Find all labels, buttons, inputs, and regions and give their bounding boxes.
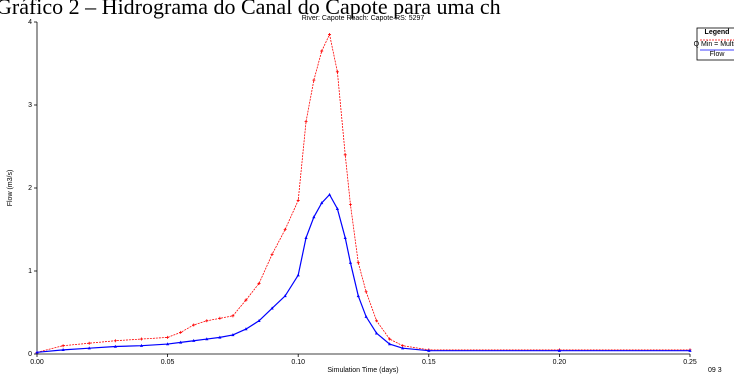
y-tick-label: 2 xyxy=(28,185,32,192)
point xyxy=(283,294,287,298)
y-tick-label: 0 xyxy=(28,351,32,358)
point xyxy=(320,201,324,205)
point xyxy=(343,153,347,157)
point xyxy=(388,342,392,346)
point xyxy=(257,281,261,285)
point xyxy=(244,298,248,302)
x-tick-label: 0.20 xyxy=(553,359,567,366)
point xyxy=(192,323,196,327)
point xyxy=(270,252,274,256)
point xyxy=(87,346,91,350)
y-axis-label: Flow (m3/s) xyxy=(7,170,14,207)
point xyxy=(113,339,117,343)
point xyxy=(348,203,352,207)
point xyxy=(296,273,300,277)
x-tick-label: 0.10 xyxy=(291,359,305,366)
point xyxy=(356,261,360,265)
point xyxy=(348,260,353,264)
legend-box xyxy=(696,27,734,61)
point xyxy=(328,32,332,36)
point xyxy=(304,120,308,124)
point xyxy=(87,341,91,345)
point xyxy=(335,206,339,210)
y-tick-label: 4 xyxy=(28,19,32,26)
corner-text: 09 3 xyxy=(708,367,722,374)
point xyxy=(231,314,235,318)
point xyxy=(374,331,379,335)
point xyxy=(320,49,324,53)
chart-subtitle: River: Capote Reach: Capote RS: 5297 xyxy=(302,15,425,22)
chart-title: Gráfico 2 – Hidrograma do Canal do Capot… xyxy=(0,0,501,19)
point xyxy=(218,316,222,320)
y-tick-label: 3 xyxy=(28,102,32,109)
point xyxy=(166,335,170,339)
point xyxy=(179,340,183,344)
point xyxy=(205,319,209,323)
legend-label: Flow xyxy=(710,51,726,58)
point xyxy=(283,228,287,231)
x-axis-label: Simulation Time (days) xyxy=(327,367,398,374)
point xyxy=(257,319,261,322)
point xyxy=(113,344,117,348)
point xyxy=(35,350,39,354)
point xyxy=(364,314,368,318)
point xyxy=(139,337,143,341)
point xyxy=(296,198,300,202)
point xyxy=(61,344,65,348)
x-tick-label: 0.00 xyxy=(30,359,44,366)
point xyxy=(179,330,183,334)
point xyxy=(375,319,379,323)
x-tick-label: 0.05 xyxy=(161,359,175,366)
point xyxy=(166,342,170,346)
point xyxy=(327,192,332,196)
point xyxy=(401,346,405,350)
point xyxy=(192,338,196,342)
y-tick-label: 1 xyxy=(28,268,32,275)
point xyxy=(364,290,368,294)
point xyxy=(557,348,561,352)
legend-title: Legend xyxy=(705,29,730,36)
point xyxy=(335,70,339,74)
point xyxy=(205,337,209,341)
point xyxy=(356,294,360,298)
point xyxy=(688,348,692,352)
series-line xyxy=(36,193,690,353)
point xyxy=(61,348,65,352)
point xyxy=(270,306,274,310)
x-tick-label: 0.15 xyxy=(422,359,436,366)
point xyxy=(343,236,347,239)
point xyxy=(244,327,248,331)
legend-label: Q Min = Multipl xyxy=(694,41,734,48)
point xyxy=(312,215,316,219)
x-tick-label: 0.25 xyxy=(683,359,697,366)
point xyxy=(304,236,308,239)
point xyxy=(427,348,431,352)
point xyxy=(388,337,392,341)
point xyxy=(218,335,222,339)
series-line xyxy=(36,33,690,353)
point xyxy=(139,343,144,347)
point xyxy=(231,333,235,337)
point xyxy=(312,78,316,82)
